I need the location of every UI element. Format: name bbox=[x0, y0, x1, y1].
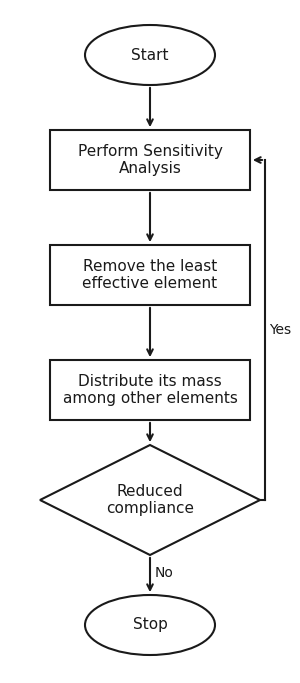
Text: Yes: Yes bbox=[269, 323, 291, 337]
Ellipse shape bbox=[85, 25, 215, 85]
Text: Distribute its mass
among other elements: Distribute its mass among other elements bbox=[63, 374, 237, 406]
Text: Stop: Stop bbox=[133, 617, 167, 632]
Text: Reduced
compliance: Reduced compliance bbox=[106, 484, 194, 516]
Text: Start: Start bbox=[131, 48, 169, 63]
Text: Remove the least
effective element: Remove the least effective element bbox=[82, 259, 218, 291]
Text: Perform Sensitivity
Analysis: Perform Sensitivity Analysis bbox=[78, 144, 222, 176]
Ellipse shape bbox=[85, 595, 215, 655]
Bar bbox=[50, 130, 250, 190]
Bar bbox=[50, 245, 250, 305]
Text: No: No bbox=[155, 566, 174, 580]
Bar bbox=[50, 360, 250, 420]
Polygon shape bbox=[40, 445, 260, 555]
